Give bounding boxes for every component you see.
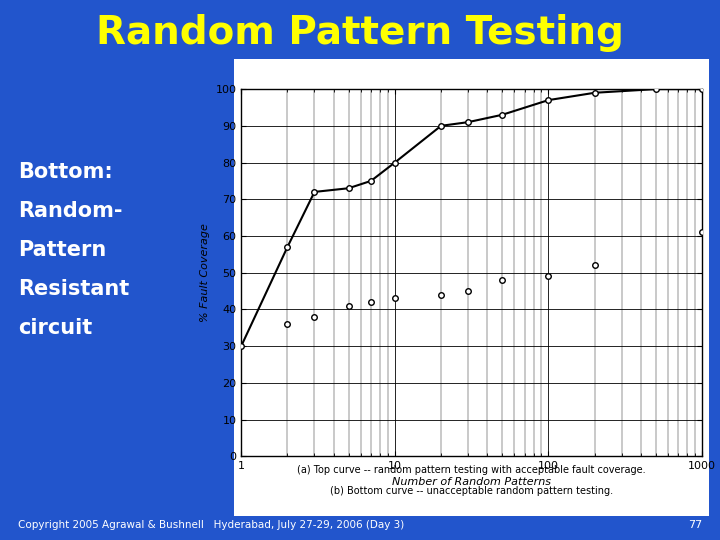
Text: 77: 77 xyxy=(688,520,702,530)
Y-axis label: % Fault Coverage: % Fault Coverage xyxy=(199,223,210,322)
Text: Pattern: Pattern xyxy=(18,240,107,260)
Text: Resistant: Resistant xyxy=(18,279,130,299)
Text: Random Pattern Testing: Random Pattern Testing xyxy=(96,14,624,51)
Text: Random-: Random- xyxy=(18,201,122,221)
Text: (a) Top curve -- random pattern testing with acceptable fault coverage.: (a) Top curve -- random pattern testing … xyxy=(297,465,646,476)
Text: Bottom:: Bottom: xyxy=(18,162,113,182)
Text: Copyright 2005 Agrawal & Bushnell   Hyderabad, July 27-29, 2006 (Day 3): Copyright 2005 Agrawal & Bushnell Hydera… xyxy=(18,520,404,530)
Text: (b) Bottom curve -- unacceptable random pattern testing.: (b) Bottom curve -- unacceptable random … xyxy=(330,486,613,496)
Text: circuit: circuit xyxy=(18,318,92,338)
X-axis label: Number of Random Patterns: Number of Random Patterns xyxy=(392,477,551,487)
